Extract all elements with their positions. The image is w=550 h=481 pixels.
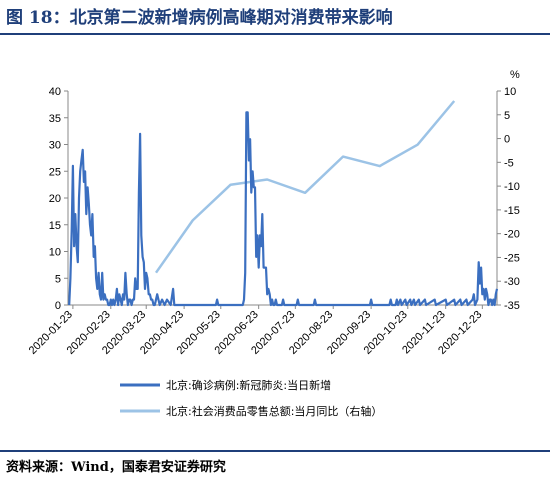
right-tick-label: -30 — [504, 276, 520, 288]
right-tick-label: -35 — [504, 300, 520, 312]
left-tick-label: 10 — [49, 247, 61, 259]
series-layer — [68, 100, 499, 307]
left-tick-label: 20 — [49, 193, 61, 205]
source-rule — [0, 450, 550, 452]
series-line-new-cases — [68, 111, 499, 307]
right-tick-label: 10 — [504, 86, 516, 98]
left-tick-label: 40 — [49, 86, 61, 98]
chart: 0 5 10 15 20 25 30 35 40 10 5 0 -5 -10 -15 -20 -25 -30 -35… — [27, 69, 520, 418]
figure-title: 图 18：北京第二波新增病例高峰期对消费带来影响 — [6, 8, 393, 28]
left-tick-label: 15 — [49, 220, 61, 232]
left-tick-label: 35 — [49, 113, 61, 125]
right-tick-label: -20 — [504, 229, 520, 241]
left-tick-label: 5 — [55, 273, 61, 285]
right-tick-label: -15 — [504, 205, 520, 217]
left-tick-label: 25 — [49, 166, 61, 178]
legend-label-1: 北京:确诊病例:新冠肺炎:当日新增 — [166, 378, 331, 392]
legend-label-2: 北京:社会消费品零售总额:当月同比（右轴） — [166, 404, 382, 418]
right-tick-label: 0 — [504, 134, 510, 146]
right-tick-label: -25 — [504, 252, 520, 264]
title-bar: 图 18：北京第二波新增病例高峰期对消费带来影响 — [0, 0, 550, 33]
right-tick-label: 5 — [504, 110, 510, 122]
left-tick-label: 0 — [55, 300, 61, 312]
right-axis-unit: % — [510, 69, 520, 81]
source-note: 资料来源：Wind，国泰君安证券研究 — [6, 460, 226, 475]
series-line-retail-yoy — [154, 100, 456, 274]
right-tick-label: -10 — [504, 181, 520, 193]
title-rule — [0, 33, 550, 35]
left-tick-label: 30 — [49, 140, 61, 152]
right-tick-label: -5 — [504, 157, 514, 169]
